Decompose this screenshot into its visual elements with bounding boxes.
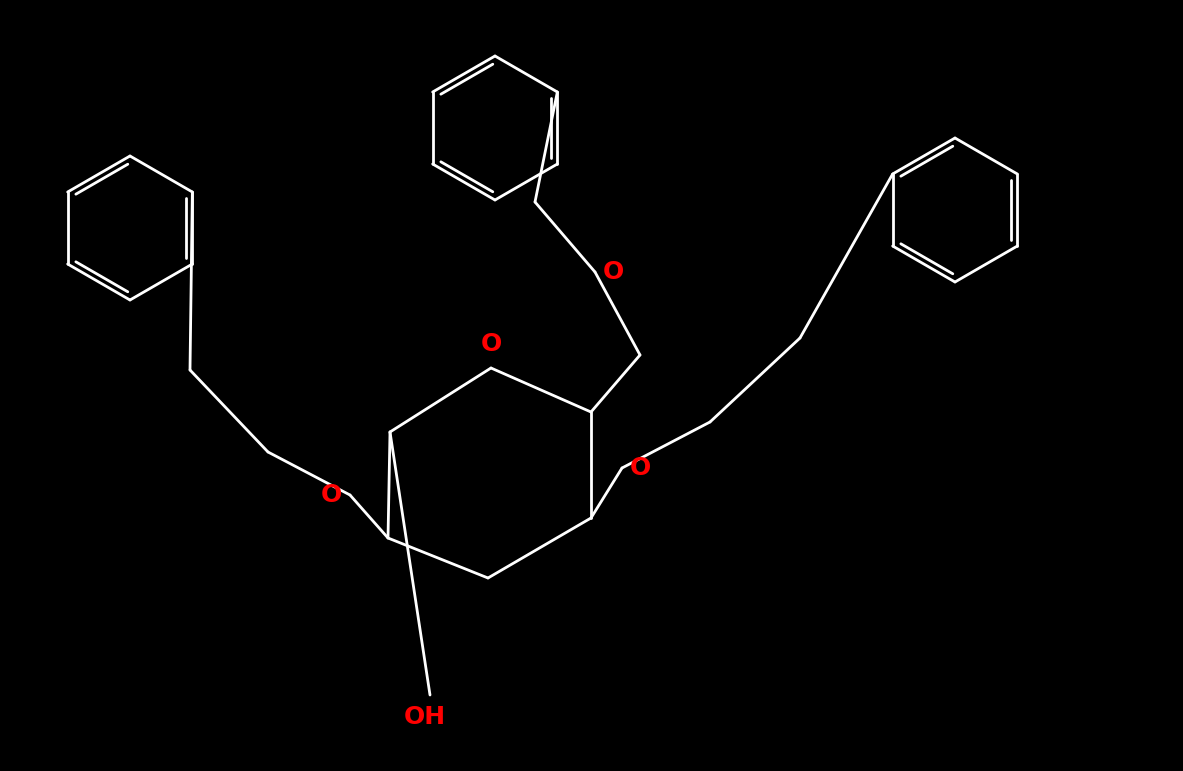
Text: O: O xyxy=(321,483,342,507)
Text: OH: OH xyxy=(403,705,446,729)
Text: O: O xyxy=(603,260,625,284)
Text: O: O xyxy=(631,456,652,480)
Text: O: O xyxy=(480,332,502,356)
